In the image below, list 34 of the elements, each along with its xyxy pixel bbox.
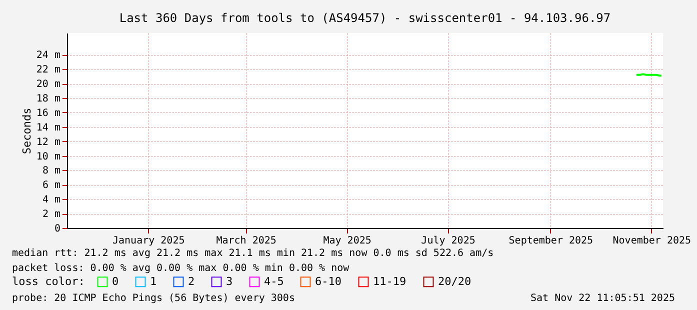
x-tick-label: November 2025 <box>612 236 692 246</box>
y-tick-label: 14 m <box>36 122 60 134</box>
text: probe: 20 ICMP Echo Pings (56 Bytes) every 300s <box>12 293 295 304</box>
text: Sat Nov 22 11:05:51 2025 <box>530 293 675 304</box>
legend-title: loss color: <box>12 275 85 288</box>
text: packet loss: 0.00 % avg 0.00 % max 0.00 % min 0.00 % now <box>12 263 350 274</box>
legend-label: 2 <box>188 274 195 288</box>
y-tick-label: 2 m <box>42 209 60 220</box>
text: median rtt: 21.2 ms avg 21.2 ms max 21.1 ms min 21.2 ms now 0.0 ms sd 522.6 am/s <box>12 248 494 259</box>
y-tick-label: 6 m <box>42 180 60 192</box>
y-tick-label: 4 m <box>42 194 60 206</box>
x-tick-label: September 2025 <box>508 236 594 246</box>
x-tick-label: May 2025 <box>323 236 372 246</box>
legend-label: 0 <box>112 274 119 288</box>
y-tick-label: 16 m <box>36 108 60 119</box>
y-tick-label: 0 <box>54 224 60 234</box>
legend-label: 6-10 <box>315 274 342 288</box>
x-tick-label: January 2025 <box>112 236 185 246</box>
legend-label: 3 <box>226 274 233 288</box>
legend-label: 1 <box>150 274 157 288</box>
y-tick-label: 18 m <box>36 94 60 104</box>
y-tick-label: 20 m <box>36 79 60 90</box>
legend-label: 4-5 <box>264 274 284 288</box>
chart-title: Last 360 Days from tools to (AS49457) - swisscenter01 - 94.103.96.97 <box>119 11 611 25</box>
legend-label: 20/20 <box>438 274 472 288</box>
y-tick-label: 12 m <box>36 136 60 148</box>
y-tick-label: 22 m <box>36 64 60 76</box>
y-tick-label: 8 m <box>42 166 60 177</box>
legend-label: 11-19 <box>373 274 406 288</box>
x-tick-label: March 2025 <box>216 236 276 246</box>
y-tick-label: 10 m <box>36 151 60 162</box>
x-tick-label: July 2025 <box>421 236 476 246</box>
y-tick-label: 24 m <box>36 50 60 62</box>
y-axis-title: Seconds <box>20 108 34 154</box>
